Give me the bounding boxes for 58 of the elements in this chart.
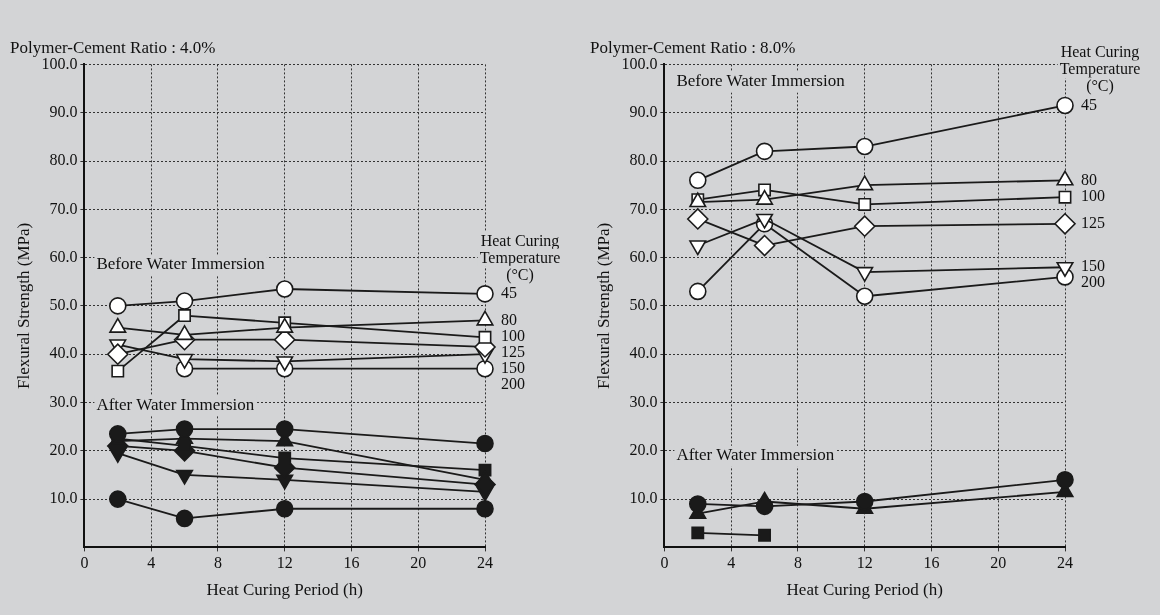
x-tick-label: 24 bbox=[1057, 554, 1073, 572]
series-label: 150 bbox=[501, 359, 525, 377]
y-tick-label: 50.0 bbox=[49, 296, 78, 314]
y-tick-label: 20.0 bbox=[49, 441, 78, 458]
x-tick-label: 16 bbox=[343, 554, 360, 572]
series-label: 80 bbox=[501, 310, 517, 328]
x-tick-label: 8 bbox=[213, 554, 222, 572]
x-tick-label: 16 bbox=[923, 554, 940, 572]
y-tick-label: 30.0 bbox=[49, 392, 78, 410]
series-label: 200 bbox=[1081, 273, 1105, 291]
series-label: 80 bbox=[1081, 170, 1097, 188]
x-tick-label: 20 bbox=[410, 554, 427, 572]
series-label: 125 bbox=[501, 343, 525, 361]
series-label: 100 bbox=[1081, 187, 1105, 205]
y-tick-label: 10.0 bbox=[629, 489, 658, 507]
y-tick-label: 90.0 bbox=[49, 102, 78, 120]
y-tick-label: 20.0 bbox=[629, 441, 658, 458]
y-axis-title: Flexural Strength (MPa) bbox=[593, 222, 613, 389]
y-tick-label: 30.0 bbox=[629, 392, 658, 410]
y-tick-label: 70.0 bbox=[629, 199, 658, 217]
series-label: 125 bbox=[1081, 213, 1105, 231]
series-label: 45 bbox=[1081, 95, 1097, 113]
legend-title: Heat Curing Temperature (°C) bbox=[1059, 43, 1141, 96]
x-tick-label: 20 bbox=[990, 554, 1007, 572]
x-tick-label: 8 bbox=[793, 554, 802, 572]
chart-title: Polymer-Cement Ratio : 8.0% bbox=[590, 37, 796, 57]
x-tick-label: 12 bbox=[276, 554, 293, 572]
chart-title: Polymer-Cement Ratio : 4.0% bbox=[10, 37, 216, 57]
y-tick-label: 60.0 bbox=[49, 247, 78, 265]
y-tick-label: 100.0 bbox=[41, 54, 78, 72]
y-tick-label: 80.0 bbox=[629, 151, 658, 169]
annotation: Before Water Immersion bbox=[96, 254, 266, 274]
y-tick-label: 70.0 bbox=[49, 199, 78, 217]
annotation: After Water Immersion bbox=[96, 394, 255, 414]
legend-title: Heat Curing Temperature (°C) bbox=[479, 231, 561, 284]
x-tick-label: 4 bbox=[147, 554, 156, 572]
x-tick-label: 24 bbox=[477, 554, 493, 572]
series-label: 150 bbox=[1081, 257, 1105, 275]
x-axis-title: Heat Curing Period (h) bbox=[786, 580, 943, 600]
y-tick-label: 40.0 bbox=[49, 344, 78, 362]
x-tick-label: 0 bbox=[660, 554, 669, 572]
y-tick-label: 90.0 bbox=[629, 102, 658, 120]
y-axis-title: Flexural Strength (MPa) bbox=[13, 222, 33, 389]
y-tick-label: 10.0 bbox=[49, 489, 78, 507]
y-tick-label: 60.0 bbox=[629, 247, 658, 265]
y-tick-label: 80.0 bbox=[49, 151, 78, 169]
y-tick-label: 50.0 bbox=[629, 296, 658, 314]
y-tick-label: 100.0 bbox=[621, 54, 658, 72]
y-tick-label: 40.0 bbox=[629, 344, 658, 362]
series-label: 200 bbox=[501, 375, 525, 393]
series-label: 45 bbox=[501, 284, 517, 302]
x-tick-label: 4 bbox=[727, 554, 736, 572]
annotation: After Water Immersion bbox=[676, 445, 835, 465]
x-tick-label: 12 bbox=[856, 554, 873, 572]
annotation: Before Water Immersion bbox=[676, 70, 846, 90]
x-axis-title: Heat Curing Period (h) bbox=[206, 580, 363, 600]
series-label: 100 bbox=[501, 327, 525, 345]
x-tick-label: 0 bbox=[80, 554, 89, 572]
